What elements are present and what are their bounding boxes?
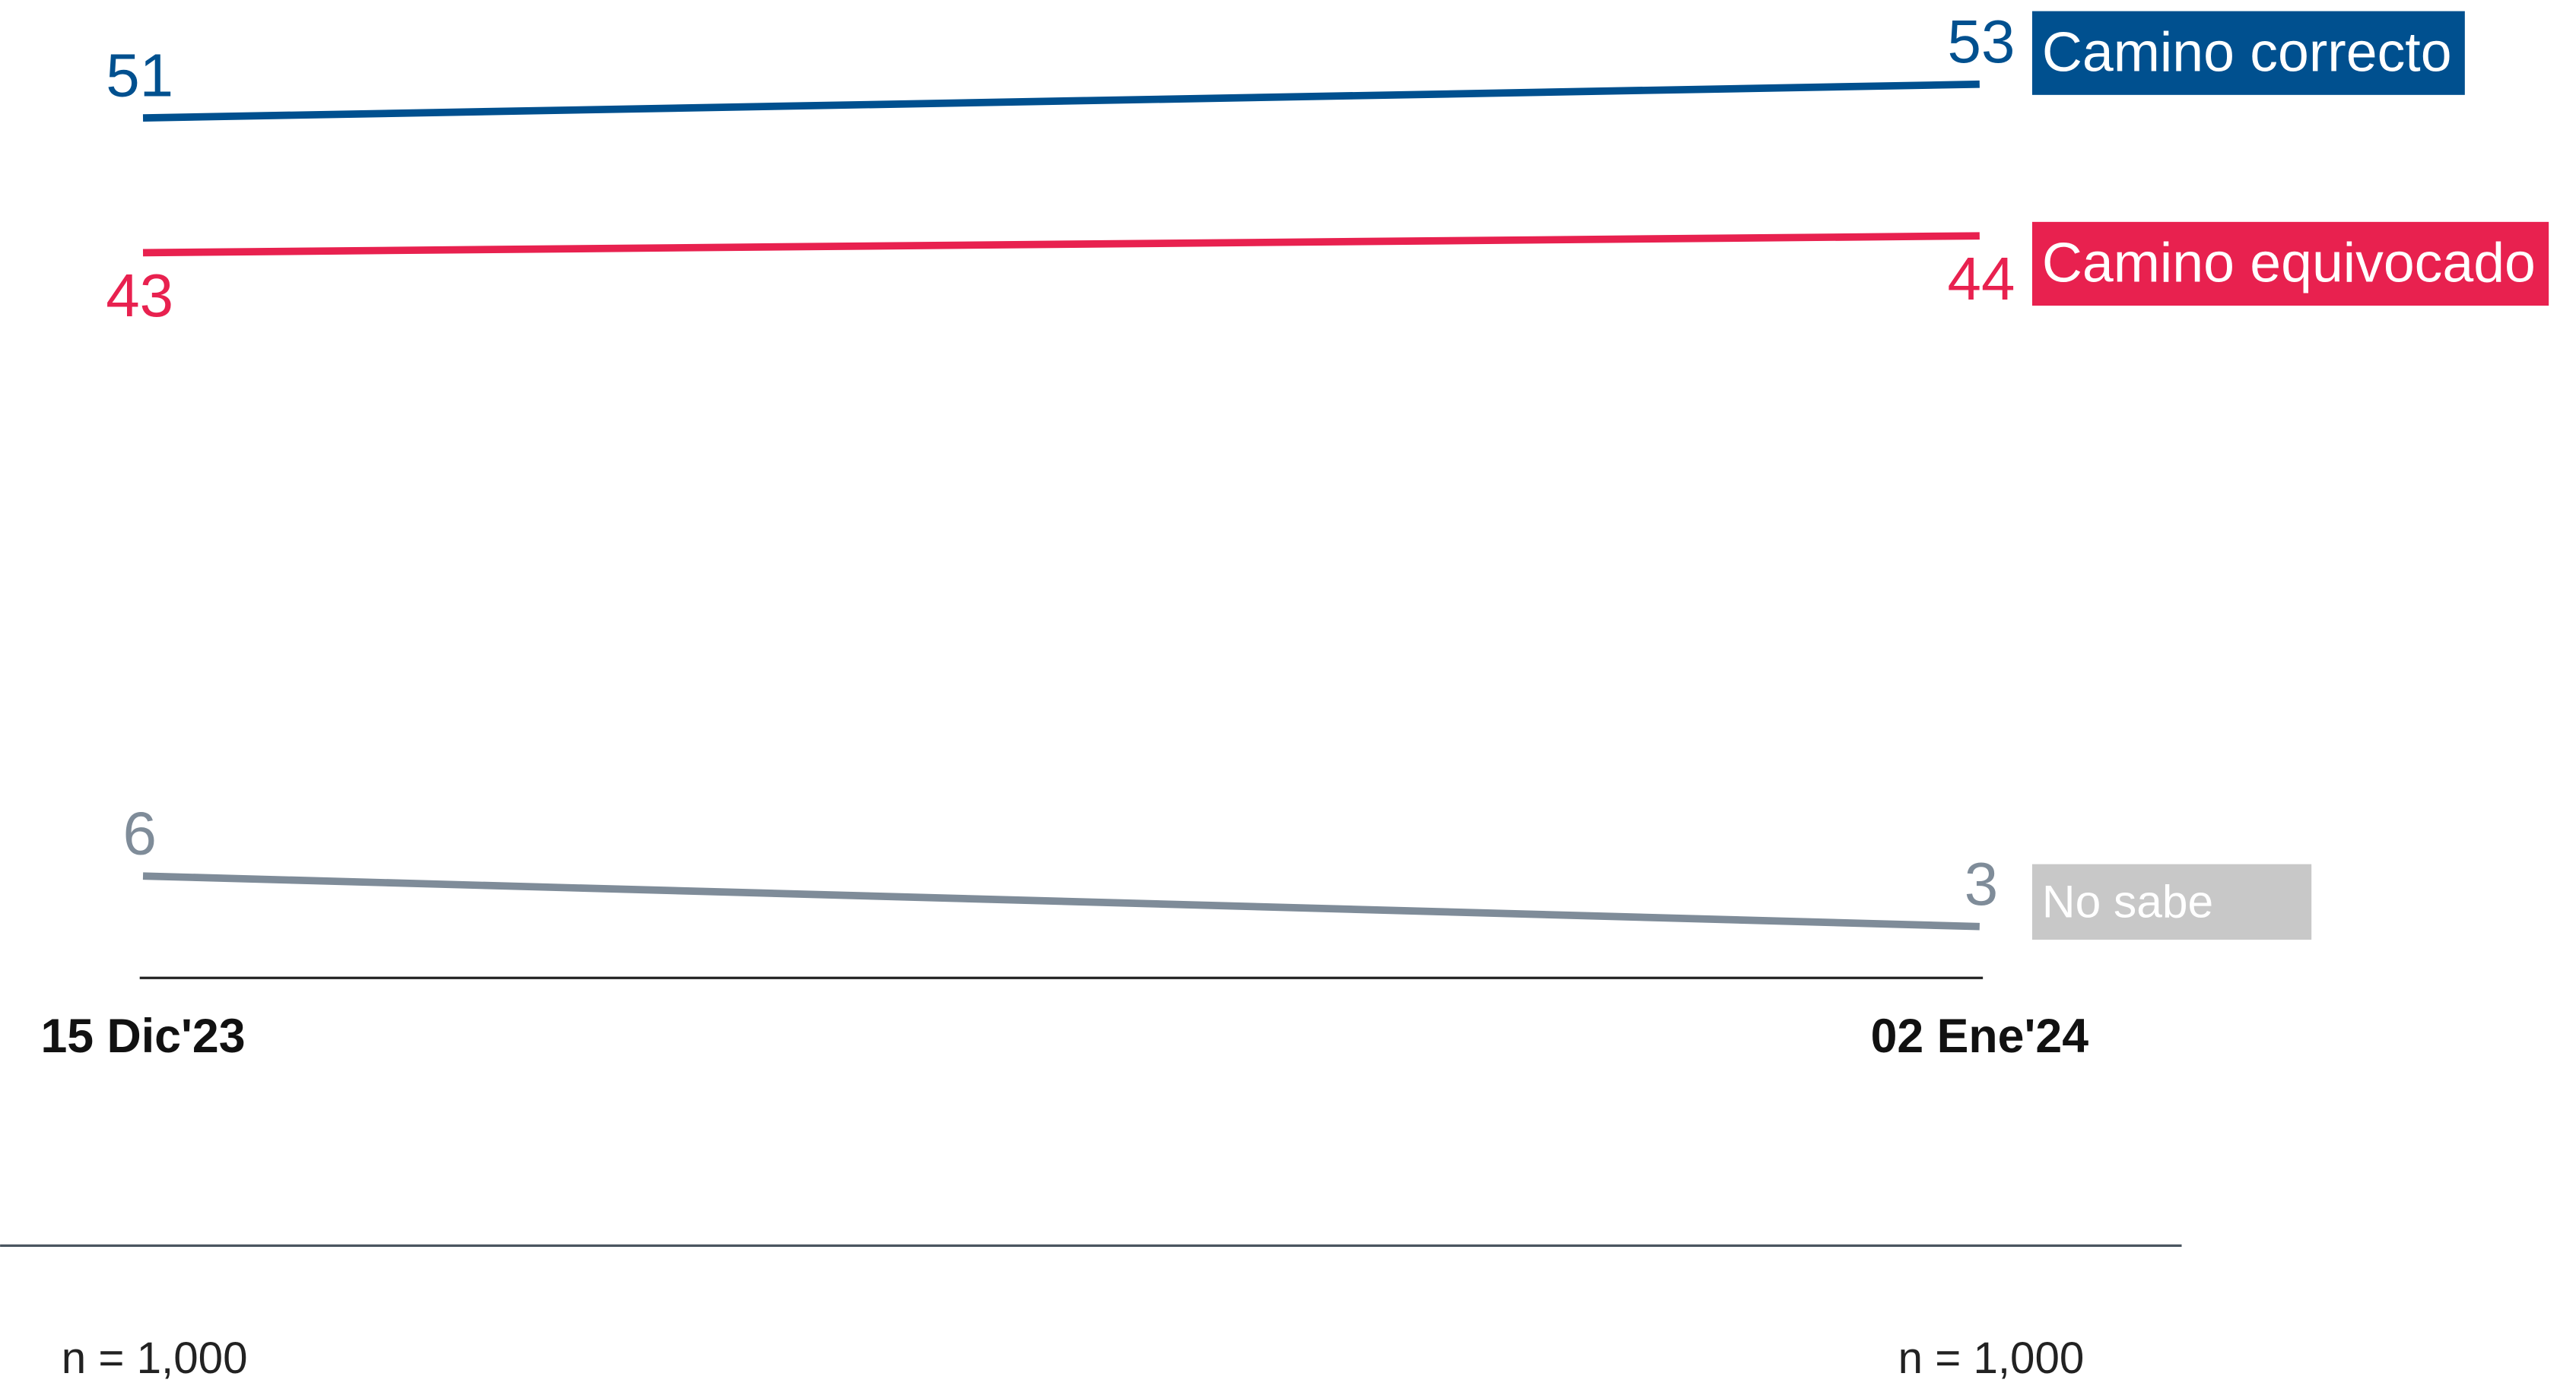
legend-box	[2031, 864, 2312, 940]
legend-label: Camino correcto	[2042, 21, 2452, 83]
sample-size: n = 1,000	[62, 1334, 248, 1383]
legend-box	[2031, 221, 2549, 306]
data-label: 44	[1948, 245, 2015, 312]
legend-item: No sabe	[2031, 864, 2312, 940]
legend-item: Camino correcto	[2031, 11, 2465, 95]
legend-item: Camino equivocado	[2031, 221, 2549, 306]
series-line	[142, 232, 1980, 257]
series-line	[142, 80, 1980, 122]
series-line	[142, 872, 1980, 931]
data-label: 3	[1965, 850, 1998, 918]
legend-box	[2031, 11, 2465, 95]
legend-label: No sabe	[2042, 876, 2213, 928]
x-tick-label: 15 Dic'23	[40, 1010, 245, 1063]
sample-size: n = 1,000	[1898, 1334, 2085, 1383]
legend-label: Camino equivocado	[2042, 232, 2536, 294]
data-label: 43	[106, 262, 173, 329]
data-label: 6	[122, 800, 156, 867]
data-label: 51	[106, 42, 173, 109]
x-tick-label: 02 Ene'24	[1871, 1010, 2089, 1063]
data-label: 53	[1948, 8, 2015, 75]
